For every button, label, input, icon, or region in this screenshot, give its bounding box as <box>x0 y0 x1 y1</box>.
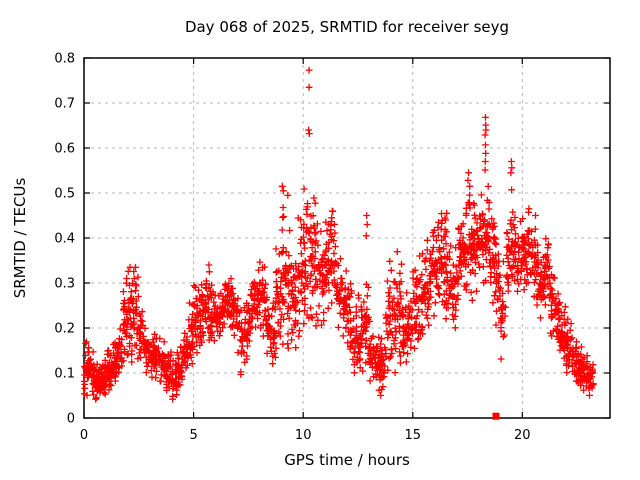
y-tick-label: 0.1 <box>54 367 75 382</box>
y-tick-label: 0 <box>67 412 75 427</box>
x-tick-label: 20 <box>514 428 531 443</box>
data-points <box>81 66 597 403</box>
y-tick-label: 0.8 <box>54 52 75 67</box>
x-tick-label: 10 <box>295 428 312 443</box>
y-tick-label: 0.4 <box>54 232 75 247</box>
x-axis-label: GPS time / hours <box>284 451 410 469</box>
y-tick-label: 0.2 <box>54 322 75 337</box>
x-tick-label: 5 <box>189 428 197 443</box>
y-tick-label: 0.5 <box>54 187 75 202</box>
y-tick-label: 0.6 <box>54 142 75 157</box>
axis-square-marker <box>492 412 500 420</box>
x-tick-label: 0 <box>80 428 88 443</box>
y-tick-label: 0.7 <box>54 97 75 112</box>
x-tick-label: 15 <box>405 428 422 443</box>
y-tick-label: 0.3 <box>54 277 75 292</box>
chart-title: Day 068 of 2025, SRMTID for receiver sey… <box>184 18 510 36</box>
